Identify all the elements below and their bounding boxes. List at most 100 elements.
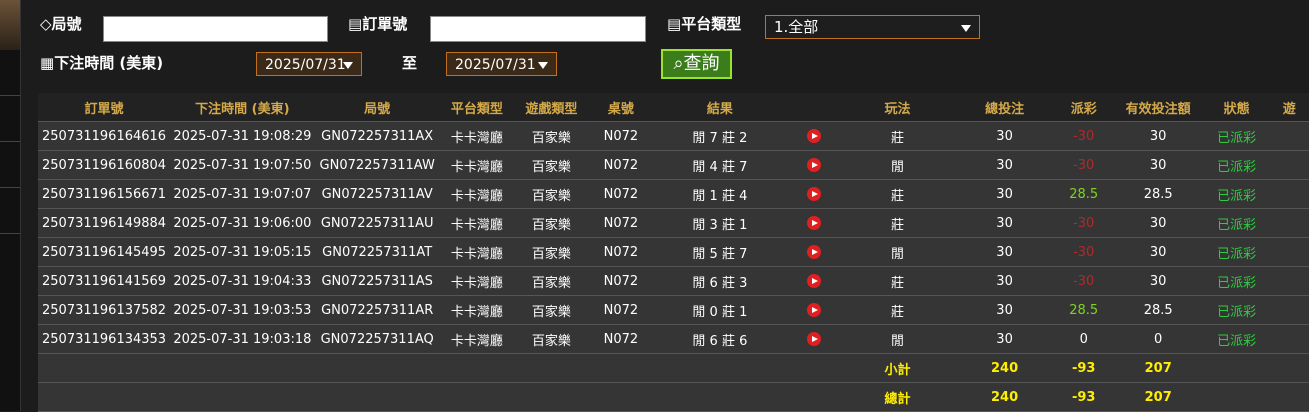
platform-value: 1.全部 [774, 18, 819, 36]
table-cell: 2025-07-31 19:07:50 [169, 150, 315, 180]
table-cell: 2025-07-31 19:05:15 [169, 237, 315, 267]
table-cell: 百家樂 [514, 208, 589, 238]
table-cell: 0 [1054, 324, 1113, 354]
play-icon[interactable] [806, 274, 821, 288]
total-row: 總計 240 -93 207 [38, 382, 1309, 412]
table-cell: 已派彩 [1203, 266, 1270, 296]
round-label: ◇局號 [40, 15, 82, 33]
table-cell: -30 [1054, 237, 1113, 267]
play-icon[interactable] [806, 216, 821, 230]
icon-header [786, 93, 841, 122]
search-button[interactable]: ⌕查詢 [661, 49, 732, 79]
date-to[interactable]: 2025/07/31 [446, 52, 557, 76]
subtotal-bet: 240 [954, 353, 1055, 383]
table-cell: 已派彩 [1203, 179, 1270, 209]
table-cell: 莊 [840, 266, 955, 296]
table-cell: 30 [954, 150, 1055, 180]
filler [38, 353, 841, 383]
table-cell: 250731196160804 [38, 150, 170, 180]
table-cell: 250731196134353 [38, 324, 170, 354]
table-cell: -30 [1054, 121, 1113, 151]
table-cell: 2025-07-31 19:04:33 [169, 266, 315, 296]
play-icon[interactable] [806, 303, 821, 317]
subtotal-row: 小計 240 -93 207 [38, 353, 1309, 383]
table-cell: 30 [954, 121, 1055, 151]
table-cell: 已派彩 [1203, 121, 1270, 151]
table-cell: 卡卡灣廳 [439, 237, 515, 267]
play-icon[interactable] [806, 129, 821, 143]
table-cell: 閒 7 莊 2 [653, 121, 787, 151]
round-label-text: 局號 [51, 15, 82, 33]
table-row: 250731196149884 2025-07-31 19:06:00 GN0722… [38, 208, 1309, 238]
table-cell: 莊 [840, 295, 955, 325]
table-cell: 2025-07-31 19:06:00 [169, 208, 315, 238]
table-cell: 250731196149884 [38, 208, 170, 238]
table-cell: N072 [588, 179, 654, 209]
column-header: 局號 [314, 93, 440, 122]
column-header: 結果 [653, 93, 787, 122]
search-button-text: 查詢 [683, 53, 720, 74]
table-cell: 28.5 [1112, 179, 1204, 209]
filler [1203, 382, 1309, 412]
order-input[interactable] [430, 16, 646, 42]
table-row: 250731196164616 2025-07-31 19:08:29 GN0722… [38, 121, 1309, 151]
table-cell: 百家樂 [514, 324, 589, 354]
play-cell [786, 150, 841, 180]
table-cell: 30 [954, 295, 1055, 325]
table-cell [1269, 295, 1309, 325]
table-cell: 已派彩 [1203, 324, 1270, 354]
table-cell: 閒 0 莊 1 [653, 295, 787, 325]
table-cell: 30 [1112, 121, 1204, 151]
table-cell: N072 [588, 324, 654, 354]
table-row: 250731196145495 2025-07-31 19:05:15 GN0722… [38, 237, 1309, 267]
table-cell: N072 [588, 150, 654, 180]
column-header: 玩法 [840, 93, 955, 122]
play-cell [786, 324, 841, 354]
play-icon[interactable] [806, 332, 821, 346]
table-cell: 百家樂 [514, 150, 589, 180]
time-label: ▦下注時間 (美東) [40, 54, 164, 72]
table-cell: GN072257311AQ [314, 324, 440, 354]
table-cell [1269, 179, 1309, 209]
table-cell: 莊 [840, 208, 955, 238]
table-cell: 百家樂 [514, 179, 589, 209]
table-cell: 閒 3 莊 1 [653, 208, 787, 238]
order-label: ▤訂單號 [348, 15, 408, 33]
table-row: 250731196134353 2025-07-31 19:03:18 GN0722… [38, 324, 1309, 354]
play-icon[interactable] [806, 187, 821, 201]
table-cell: 30 [954, 237, 1055, 267]
subtotal-valid: 207 [1112, 353, 1204, 383]
total-label: 總計 [840, 382, 955, 412]
date-from[interactable]: 2025/07/31 [256, 52, 362, 76]
table-cell: 閒 1 莊 4 [653, 179, 787, 209]
table-cell: 30 [1112, 266, 1204, 296]
column-header: 平台類型 [439, 93, 515, 122]
column-header: 總投注 [954, 93, 1055, 122]
table-cell: 30 [1112, 208, 1204, 238]
table-cell: 2025-07-31 19:07:07 [169, 179, 315, 209]
subtotal-payout: -93 [1054, 353, 1113, 383]
table-cell: 30 [954, 179, 1055, 209]
play-icon[interactable] [806, 158, 821, 172]
play-icon[interactable] [806, 245, 821, 259]
table-cell: 閒 [840, 150, 955, 180]
table-cell: 閒 6 莊 6 [653, 324, 787, 354]
table-cell: 250731196145495 [38, 237, 170, 267]
round-input[interactable] [103, 16, 328, 42]
table-cell: 卡卡灣廳 [439, 150, 515, 180]
table-cell [1269, 266, 1309, 296]
table-cell: 卡卡灣廳 [439, 324, 515, 354]
table-cell [1269, 121, 1309, 151]
table-cell: GN072257311AW [314, 150, 440, 180]
table-cell: 卡卡灣廳 [439, 121, 515, 151]
platform-select[interactable]: 1.全部 [765, 15, 980, 39]
table-cell: GN072257311AS [314, 266, 440, 296]
table-cell: -30 [1054, 266, 1113, 296]
table-cell: N072 [588, 208, 654, 238]
table-cell: GN072257311AR [314, 295, 440, 325]
total-bet: 240 [954, 382, 1055, 412]
table-cell [1269, 237, 1309, 267]
play-cell [786, 208, 841, 238]
order-label-text: 訂單號 [362, 15, 408, 33]
